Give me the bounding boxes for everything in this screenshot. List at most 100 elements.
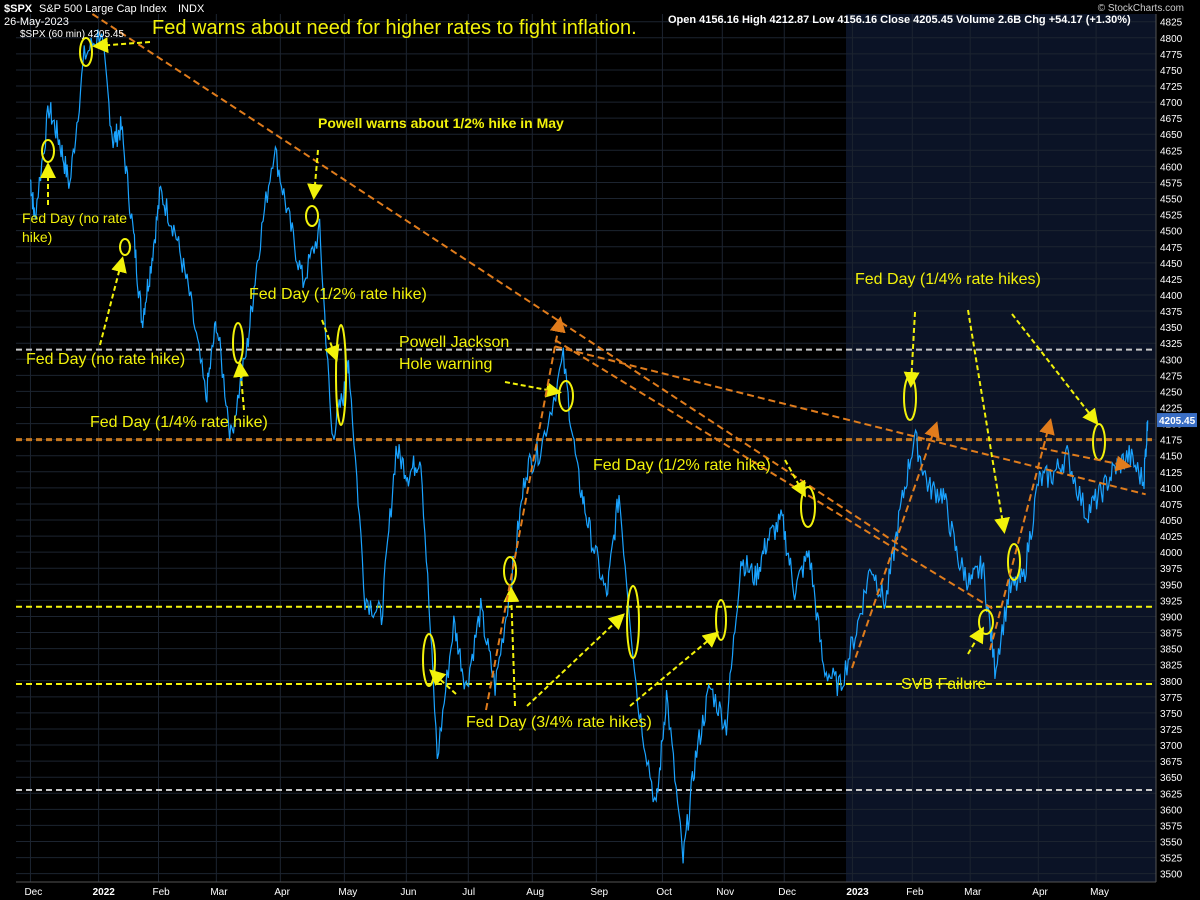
x-tick-label: Apr — [1032, 887, 1048, 898]
annotation-powell-warns: Powell warns about 1/2% hike in May — [318, 115, 564, 131]
y-tick-label: 4050 — [1160, 516, 1183, 527]
series-legend: $SPX (60 min) 4205.45 — [20, 29, 124, 40]
annotation-svb-failure: SVB Failure — [901, 676, 987, 693]
y-tick-label: 3800 — [1160, 677, 1183, 688]
y-tick-label: 4650 — [1160, 130, 1183, 141]
event-marker — [978, 609, 994, 635]
y-tick-label: 4000 — [1160, 548, 1183, 559]
annotation-arrow — [503, 586, 520, 707]
y-tick-label: 4750 — [1160, 66, 1183, 77]
y-tick-label: 3650 — [1160, 773, 1183, 784]
event-marker — [715, 599, 727, 641]
y-tick-label: 4250 — [1160, 387, 1183, 398]
y-tick-label: 4800 — [1160, 34, 1183, 45]
y-tick-label: 4625 — [1160, 146, 1183, 157]
y-tick-label: 3850 — [1160, 645, 1183, 656]
x-tick-label: Sep — [590, 887, 608, 898]
chart-date: 26-May-2023 — [4, 16, 69, 28]
watermark: © StockCharts.com — [1097, 3, 1184, 14]
annotation-arrows — [40, 37, 1132, 711]
annotation-arrow — [629, 631, 720, 707]
y-tick-label: 3500 — [1160, 870, 1183, 881]
event-marker — [626, 585, 640, 659]
x-tick-label: Apr — [274, 887, 290, 898]
trendlines — [91, 13, 1146, 611]
x-tick-label: May — [1090, 887, 1109, 898]
exchange: INDX — [178, 3, 205, 15]
annotation-arrow — [504, 381, 562, 398]
y-tick-label: 3825 — [1160, 661, 1183, 672]
x-tick-label: Dec — [778, 887, 796, 898]
trendline — [554, 345, 1146, 496]
trendline — [91, 13, 911, 553]
annotation-arrow — [429, 669, 457, 695]
annotation-fed-day-no-hike-1: Fed Day (no rate hike) — [22, 210, 128, 245]
y-tick-label: 4275 — [1160, 371, 1183, 382]
x-tick-label: Jun — [400, 887, 416, 898]
y-tick-label: 3925 — [1160, 596, 1183, 607]
x-tick-label: 2022 — [93, 887, 116, 898]
annotation-arrow — [92, 37, 151, 54]
y-tick-label: 4325 — [1160, 339, 1183, 350]
last-price-tag — [1157, 413, 1197, 428]
x-tick-label: Nov — [716, 887, 734, 898]
y-tick-label: 4075 — [1160, 500, 1183, 511]
y-tick-label: 3525 — [1160, 854, 1183, 865]
event-marker — [119, 238, 131, 256]
event-marker — [335, 324, 347, 426]
annotation-arrow — [967, 626, 985, 655]
y-tick-label: 4725 — [1160, 82, 1183, 93]
annotation-fed-day-quarter-hikes: Fed Day (1/4% rate hikes) — [855, 271, 1041, 288]
x-tick-label: Jul — [462, 887, 475, 898]
y-tick-label: 4150 — [1160, 452, 1183, 463]
trendline — [554, 339, 996, 611]
y-tick-label: 4500 — [1160, 227, 1183, 238]
price-series — [29, 29, 1149, 864]
y-tick-label: 3750 — [1160, 709, 1183, 720]
annotation-jackson-hole: Powell Jackson Hole warning — [399, 334, 510, 373]
y-tick-label: 3625 — [1160, 789, 1183, 800]
y-tick-label: 3775 — [1160, 693, 1183, 704]
x-tick-label: Feb — [906, 887, 924, 898]
annotation-fed-day-half-hike-2: Fed Day (1/2% rate hike) — [593, 457, 771, 474]
y-tick-label: 3950 — [1160, 580, 1183, 591]
y-tick-label: 3575 — [1160, 821, 1183, 832]
annotation-arrow — [784, 459, 806, 498]
y-tick-label: 4225 — [1160, 403, 1183, 414]
y-tick-label: 4375 — [1160, 307, 1183, 318]
y-tick-label: 4425 — [1160, 275, 1183, 286]
annotation-fed-day-quarter-hike: Fed Day (1/4% rate hike) — [90, 414, 268, 431]
annotation-arrow — [321, 319, 340, 362]
horizontal-levels — [16, 348, 1156, 792]
gridlines — [16, 14, 1156, 882]
annotation-fed-day-three-quarter: Fed Day (3/4% rate hikes) — [466, 714, 652, 731]
x-tick-label: Dec — [24, 887, 42, 898]
event-marker — [1007, 543, 1021, 581]
y-tick-label: 3600 — [1160, 805, 1183, 816]
ticker-symbol: $SPX — [4, 3, 33, 15]
last-price-label: 4205.45 — [1159, 416, 1196, 427]
y-tick-label: 3875 — [1160, 629, 1183, 640]
y-tick-label: 4125 — [1160, 468, 1183, 479]
y-tick-label: 3700 — [1160, 741, 1183, 752]
y-tick-label: 4350 — [1160, 323, 1183, 334]
annotation-arrow — [903, 311, 920, 388]
y-tick-label: 4550 — [1160, 195, 1183, 206]
axes: 3500 3525 3550 3575 3600 3625 3650 3675 3700 3725… — [16, 14, 1197, 898]
annotation-arrow — [526, 613, 625, 707]
chart-title: Fed warns about need for higher rates to… — [152, 17, 637, 39]
y-tick-label: 3725 — [1160, 725, 1183, 736]
event-marker — [422, 633, 436, 687]
y-tick-label: 4300 — [1160, 355, 1183, 366]
x-tick-label: Aug — [526, 887, 544, 898]
y-tick-label: 4775 — [1160, 50, 1183, 61]
y-tick-label: 4600 — [1160, 162, 1183, 173]
y-tick-label: 3975 — [1160, 564, 1183, 575]
y-tick-label: 4025 — [1160, 532, 1183, 543]
ohlc-summary: Open 4156.16 High 4212.87 Low 4156.16 Cl… — [668, 14, 1131, 26]
x-tick-label: Feb — [153, 887, 171, 898]
trend-arrow — [485, 316, 566, 711]
trend-arrow — [989, 418, 1055, 651]
index-name: S&P 500 Large Cap Index — [39, 3, 167, 15]
x-tick-label: Mar — [210, 887, 228, 898]
